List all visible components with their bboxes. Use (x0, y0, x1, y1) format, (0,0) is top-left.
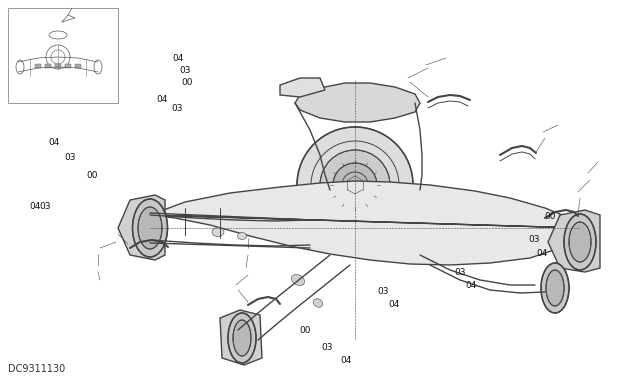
Ellipse shape (541, 263, 569, 313)
Text: DC9311130: DC9311130 (8, 364, 65, 374)
Ellipse shape (313, 299, 323, 307)
Ellipse shape (291, 274, 304, 286)
Ellipse shape (564, 214, 596, 270)
Ellipse shape (546, 270, 564, 306)
Text: 00: 00 (86, 171, 97, 180)
Ellipse shape (237, 232, 247, 239)
Circle shape (320, 150, 390, 220)
Ellipse shape (212, 227, 224, 237)
Text: 00: 00 (299, 325, 311, 335)
Text: 03: 03 (40, 201, 51, 211)
Text: 04: 04 (537, 249, 548, 259)
Text: 03: 03 (454, 268, 466, 277)
Ellipse shape (138, 207, 162, 249)
Text: 03: 03 (322, 343, 333, 352)
Text: 04: 04 (49, 137, 60, 147)
Ellipse shape (133, 199, 167, 257)
Text: 03: 03 (64, 153, 76, 162)
Text: 04: 04 (340, 356, 352, 366)
Text: 03: 03 (378, 286, 389, 296)
Text: 03: 03 (179, 66, 190, 75)
Ellipse shape (228, 313, 256, 363)
Text: 03: 03 (529, 235, 540, 244)
Text: 04: 04 (173, 54, 184, 63)
Polygon shape (118, 195, 165, 260)
Bar (35, 64, 41, 68)
Ellipse shape (569, 222, 591, 262)
Circle shape (333, 163, 377, 207)
Circle shape (297, 127, 413, 243)
Text: 04: 04 (389, 300, 400, 310)
Bar (65, 64, 71, 68)
Polygon shape (150, 181, 580, 265)
Text: 04: 04 (466, 281, 477, 290)
Text: 04: 04 (30, 201, 41, 211)
Polygon shape (295, 83, 420, 122)
Bar (8, 8, 118, 103)
Text: 00: 00 (545, 212, 556, 221)
Text: 03: 03 (171, 104, 182, 113)
Bar (75, 64, 81, 68)
Polygon shape (548, 210, 600, 272)
Ellipse shape (233, 320, 251, 356)
Text: 04: 04 (157, 95, 168, 104)
Text: 00: 00 (182, 78, 193, 88)
Bar (45, 64, 51, 68)
Bar (55, 64, 61, 68)
Polygon shape (280, 78, 325, 97)
Polygon shape (220, 310, 262, 365)
